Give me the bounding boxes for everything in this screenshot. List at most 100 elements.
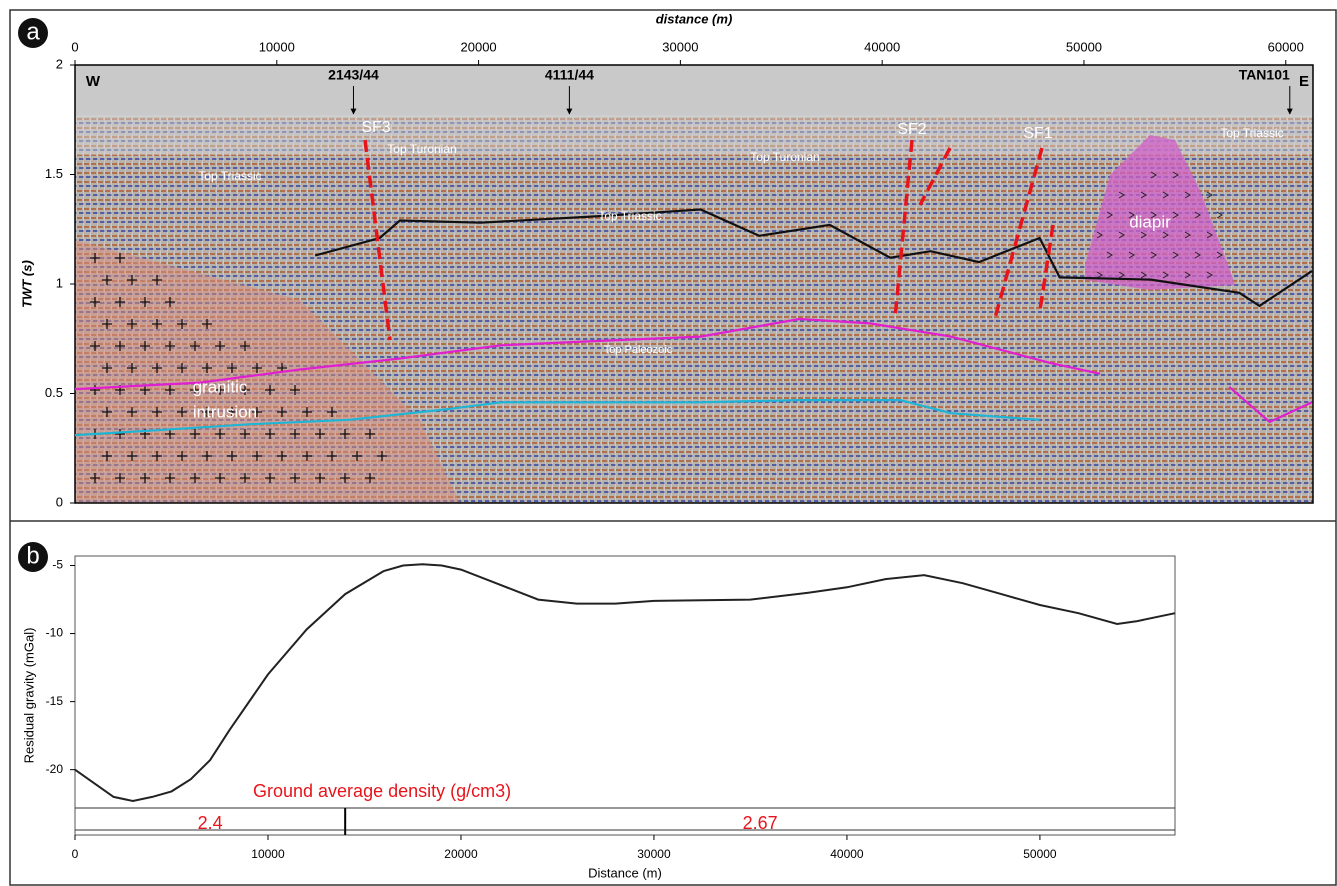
granite-cross <box>215 385 225 395</box>
well-label: 2143/44 <box>328 67 379 83</box>
granite-cross <box>127 275 137 285</box>
fault <box>918 147 952 206</box>
fault <box>363 139 392 341</box>
granite-cross <box>90 385 100 395</box>
y-axis-label: Residual gravity (mGal) <box>21 628 36 764</box>
well-label: TAN101 <box>1239 67 1290 83</box>
x-tick-label: 30000 <box>637 847 671 861</box>
granite-cross <box>90 473 100 483</box>
annotation: W <box>86 73 101 90</box>
granite-cross <box>140 341 150 351</box>
granite-cross <box>177 363 187 373</box>
granite-cross <box>90 341 100 351</box>
granite-cross <box>115 429 125 439</box>
diapir-chevron <box>1162 231 1169 239</box>
panel-letter: a <box>26 18 40 45</box>
granite-cross <box>115 341 125 351</box>
granite-cross <box>140 385 150 395</box>
density-value: 2.4 <box>198 813 223 833</box>
diapir-chevron <box>1162 271 1169 279</box>
annotation: diapir <box>1129 212 1171 231</box>
granite-cross <box>265 473 275 483</box>
granite-cross <box>152 363 162 373</box>
y-tick-label: -5 <box>52 558 63 572</box>
granite-cross <box>290 429 300 439</box>
granite-cross <box>165 341 175 351</box>
granite-cross <box>152 451 162 461</box>
diapir-chevron <box>1128 251 1135 259</box>
y-axis-label: TWT (s) <box>19 260 34 308</box>
granite-cross <box>152 407 162 417</box>
granite-cross <box>177 407 187 417</box>
granite-cross <box>315 473 325 483</box>
x-tick-label: 0 <box>72 847 79 861</box>
fault <box>1038 224 1055 311</box>
diapir-chevron <box>1216 211 1223 219</box>
y-tick-label: 2 <box>56 56 63 71</box>
x-tick-label: 10000 <box>251 847 285 861</box>
y-tick-label: 1.5 <box>45 166 63 181</box>
granite-cross <box>177 451 187 461</box>
granite-cross <box>315 429 325 439</box>
panel-a <box>74 64 1314 504</box>
granite-cross <box>277 451 287 461</box>
granite-cross <box>215 429 225 439</box>
annotation: granitic <box>193 377 248 396</box>
diapir-chevron <box>1216 251 1223 259</box>
diapir-chevron <box>1118 271 1125 279</box>
annotation: SF3 <box>361 119 390 136</box>
annotation: Top Turonian <box>750 150 819 164</box>
granite-body <box>75 240 460 503</box>
series-line <box>74 399 1040 437</box>
x-tick-label: 30000 <box>662 39 698 54</box>
granite-cross <box>302 451 312 461</box>
granite-cross <box>265 429 275 439</box>
granite-cross <box>115 297 125 307</box>
diapir-chevron <box>1172 251 1179 259</box>
x-tick-label: 0 <box>71 39 78 54</box>
diapir-chevron <box>1150 251 1157 259</box>
y-tick-label: -10 <box>46 626 64 640</box>
annotation: intrusion <box>193 402 257 421</box>
granite-cross <box>265 385 275 395</box>
diapir-chevron <box>1096 271 1103 279</box>
x-axis-label: distance (m) <box>656 11 733 26</box>
granite-cross <box>102 451 112 461</box>
granite-cross <box>202 451 212 461</box>
granite-cross <box>227 363 237 373</box>
granite-cross <box>202 319 212 329</box>
x-tick-label: 50000 <box>1066 39 1102 54</box>
annotation: Top Triassic <box>198 169 261 183</box>
diapir-chevron <box>1162 191 1169 199</box>
diapir-body <box>1085 135 1235 290</box>
series-line <box>74 317 1313 424</box>
granite-cross <box>302 407 312 417</box>
diapir-chevron <box>1172 211 1179 219</box>
granite-cross <box>240 473 250 483</box>
annotation: Top Triassic <box>598 209 661 223</box>
diapir-chevron <box>1206 271 1213 279</box>
granite-cross <box>190 473 200 483</box>
granite-cross <box>240 429 250 439</box>
density-title: Ground average density (g/cm3) <box>253 781 511 801</box>
x-tick-label: 50000 <box>1023 847 1057 861</box>
diapir-chevron <box>1184 271 1191 279</box>
diapir-chevron <box>1150 211 1157 219</box>
water-column <box>75 65 1313 117</box>
granite-cross <box>102 407 112 417</box>
fault <box>893 139 914 319</box>
granite-cross <box>202 407 212 417</box>
diapir-chevron <box>1096 231 1103 239</box>
granite-cross <box>127 451 137 461</box>
well-label: 4111/44 <box>545 67 594 83</box>
granite-cross <box>152 275 162 285</box>
diapir-chevron <box>1194 211 1201 219</box>
annotation: Top Triassic <box>1220 126 1283 140</box>
granite-cross <box>190 429 200 439</box>
diapir-chevron <box>1118 231 1125 239</box>
granite-cross <box>215 473 225 483</box>
diapir-chevron <box>1140 191 1147 199</box>
panel-letter-bg <box>18 542 48 572</box>
